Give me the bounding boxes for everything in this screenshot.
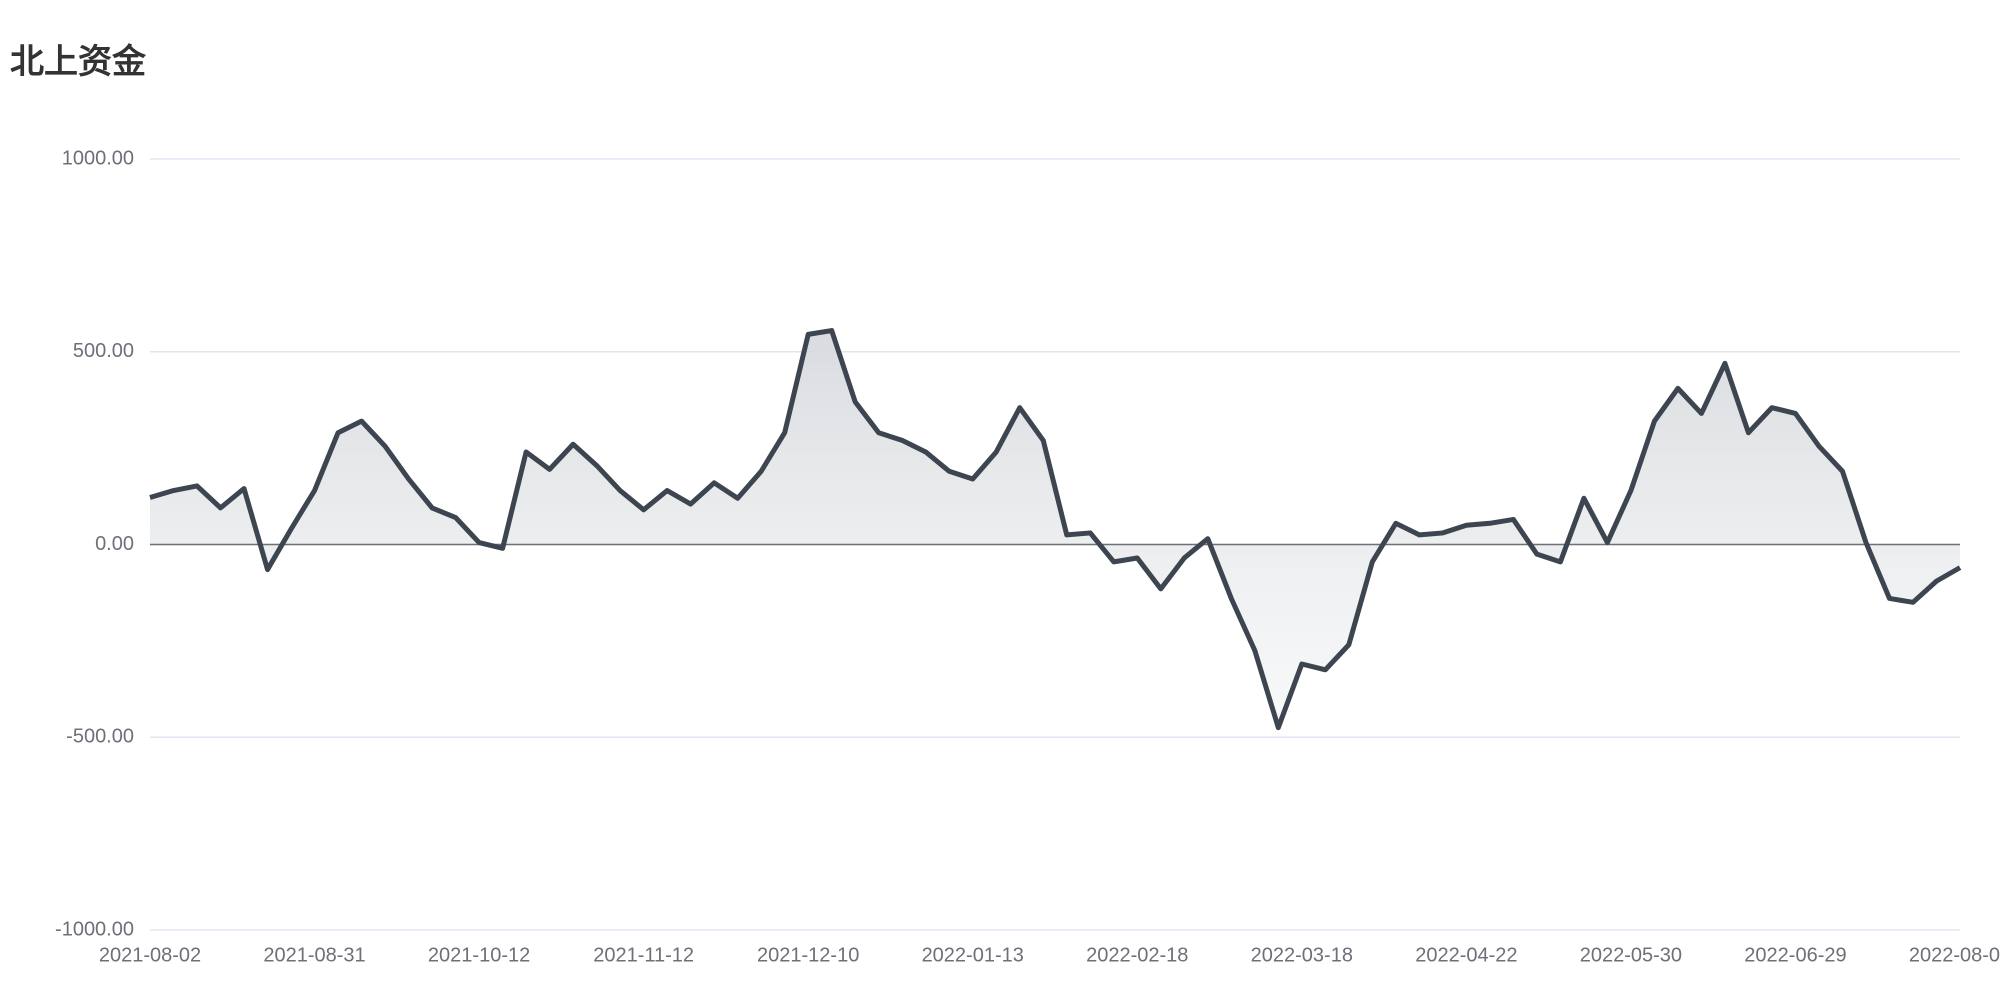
x-tick-label: 2022-04-22 — [1415, 944, 1517, 966]
x-tick-label: 2021-08-02 — [99, 944, 201, 966]
y-tick-label: -1000.00 — [55, 918, 134, 940]
x-tick-label: 2022-08-01 — [1909, 944, 2000, 966]
x-tick-label: 2021-08-31 — [263, 944, 365, 966]
x-tick-label: 2022-03-18 — [1251, 944, 1353, 966]
y-tick-label: 500.00 — [73, 340, 134, 362]
area-fill — [150, 330, 1960, 728]
x-tick-label: 2021-10-12 — [428, 944, 530, 966]
x-tick-label: 2021-12-10 — [757, 944, 859, 966]
y-tick-label: -500.00 — [66, 726, 134, 748]
x-tick-label: 2022-05-30 — [1580, 944, 1682, 966]
chart-title: 北上资金 — [10, 42, 147, 81]
line — [149, 328, 1962, 731]
x-tick-label: 2021-11-12 — [593, 944, 694, 966]
y-tick-label: 1000.00 — [62, 147, 134, 169]
x-tick-label: 2022-01-13 — [922, 944, 1024, 966]
y-tick-label: 0.00 — [95, 533, 134, 555]
x-tick-label: 2022-02-18 — [1086, 944, 1188, 966]
x-tick-label: 2022-06-29 — [1744, 944, 1846, 966]
